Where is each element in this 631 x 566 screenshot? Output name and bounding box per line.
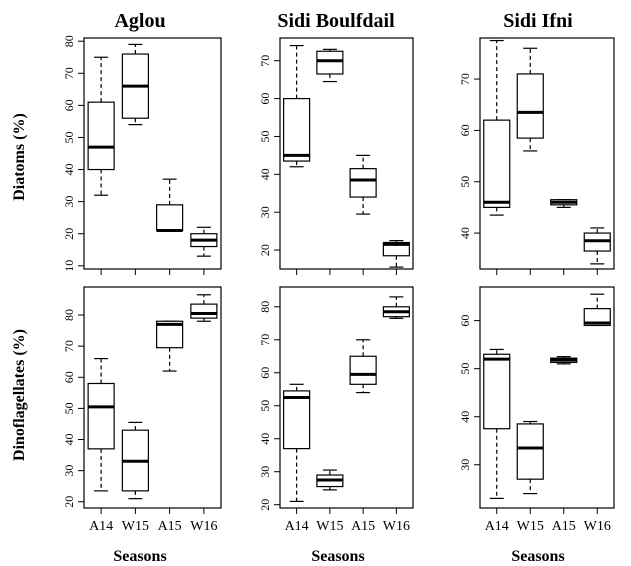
x-axis-title-aglou: Seasons [113, 548, 166, 565]
x-tick-label: A15 [552, 519, 576, 534]
y-axis-title-diatoms: Diatoms (%) [11, 113, 28, 201]
y-tick-label: 30 [458, 459, 472, 471]
y-tick-label: 30 [62, 196, 76, 208]
x-axis-title-sidi-ifni: Seasons [511, 548, 564, 565]
y-tick-label: 70 [62, 67, 76, 79]
panel-3: 40 50 60 70 [458, 37, 615, 275]
box [283, 97, 311, 162]
box [87, 382, 115, 450]
column-title-aglou: Aglou [114, 10, 165, 32]
y-tick-label: 40 [258, 168, 272, 180]
y-tick-label: 40 [458, 411, 472, 423]
panel-frame [279, 37, 414, 270]
x-tick-label: A15 [158, 519, 182, 534]
panel-frame [279, 286, 414, 509]
column-title-sidi-boulfdail: Sidi Boulfdail [277, 10, 395, 32]
y-tick-label: 50 [62, 402, 76, 414]
x-tick-label: A14 [89, 519, 113, 534]
y-tick-label: 50 [258, 400, 272, 412]
x-tick-label: A14 [285, 519, 309, 534]
y-tick-label: 70 [62, 340, 76, 352]
box [516, 73, 544, 139]
y-tick-label: 60 [458, 124, 472, 136]
panels: 10 20 30 40 50 60 70 80 20 30 40 50 60 70 40 50 60 70 20 30… [62, 35, 615, 534]
y-tick-label: 50 [62, 131, 76, 143]
x-tick-label: W15 [316, 519, 343, 534]
y-tick-label: 50 [258, 130, 272, 142]
box [483, 119, 511, 209]
y-tick-label: 70 [458, 73, 472, 85]
box [190, 303, 218, 319]
panel-frame [479, 37, 615, 270]
y-tick-label: 30 [258, 466, 272, 478]
y-tick-label: 70 [258, 334, 272, 346]
box [583, 308, 611, 327]
box [316, 50, 344, 75]
panel-frame [479, 286, 615, 509]
x-tick-label: W15 [517, 519, 544, 534]
panel-4: 20 30 40 50 60 70 80 A14 W15 A15 W16 [62, 286, 222, 534]
box [516, 423, 544, 480]
y-tick-label: 40 [258, 433, 272, 445]
column-title-sidi-ifni: Sidi Ifni [503, 10, 573, 32]
y-tick-label: 20 [62, 496, 76, 508]
y-tick-label: 50 [458, 363, 472, 375]
y-tick-label: 30 [258, 206, 272, 218]
box [87, 101, 115, 171]
y-tick-label: 60 [258, 367, 272, 379]
box [283, 390, 311, 450]
y-tick-label: 50 [458, 176, 472, 188]
panel-frame [83, 286, 222, 509]
box [349, 168, 377, 198]
y-tick-label: 40 [458, 227, 472, 239]
y-tick-label: 10 [62, 260, 76, 272]
panel-5: 20 30 40 50 60 70 80 A14 W15 A15 W16 [258, 286, 414, 534]
x-tick-label: W16 [190, 519, 217, 534]
y-tick-label: 30 [62, 465, 76, 477]
y-tick-label: 40 [62, 434, 76, 446]
x-tick-label: W16 [383, 519, 410, 534]
x-tick-label: A14 [485, 519, 509, 534]
x-tick-label: W15 [122, 519, 149, 534]
y-tick-label: 60 [458, 315, 472, 327]
y-tick-label: 20 [62, 228, 76, 240]
box [349, 355, 377, 385]
y-tick-label: 60 [258, 93, 272, 105]
panel-frame [83, 37, 222, 270]
y-tick-label: 70 [258, 55, 272, 67]
y-tick-label: 60 [62, 99, 76, 111]
y-tick-label: 20 [258, 244, 272, 256]
x-axis-title-sidi-boulfdail: Seasons [311, 548, 364, 565]
y-tick-label: 60 [62, 371, 76, 383]
panel-2: 20 30 40 50 60 70 [258, 37, 414, 275]
panel-1: 10 20 30 40 50 60 70 80 [62, 35, 222, 275]
y-tick-label: 80 [258, 301, 272, 313]
y-tick-label: 40 [62, 164, 76, 176]
y-tick-label: 20 [258, 499, 272, 511]
x-tick-label: A15 [351, 519, 375, 534]
y-tick-label: 80 [62, 309, 76, 321]
panel-6: 30 40 50 60 A14 W15 A15 W16 [458, 286, 615, 534]
y-axis-title-dinoflagellates: Dinoflagellates (%) [11, 329, 28, 461]
y-tick-label: 80 [62, 35, 76, 47]
box [156, 204, 184, 232]
box [483, 353, 511, 430]
x-tick-label: W16 [584, 519, 611, 534]
